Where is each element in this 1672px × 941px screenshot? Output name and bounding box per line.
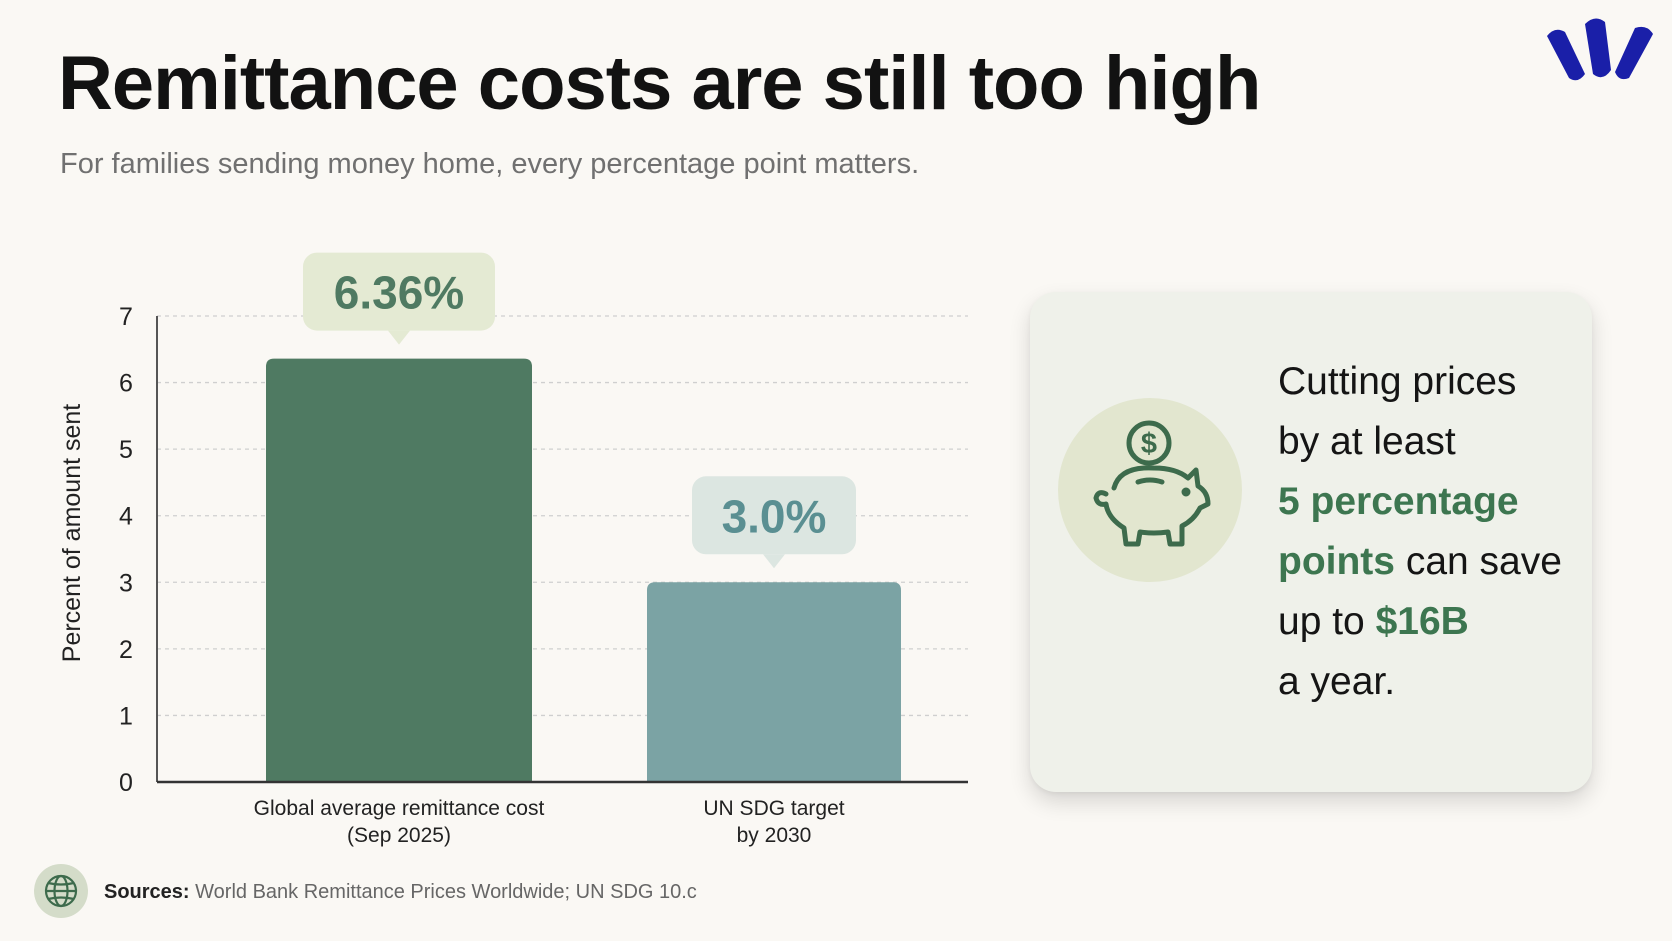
value-callout-bubble — [692, 476, 856, 555]
x-tick-label: UN SDG target — [703, 797, 844, 820]
statement-up-to: up to — [1278, 600, 1376, 643]
sources-text: World Bank Remittance Prices Worldwide; … — [189, 881, 697, 903]
value-label: 6.36% — [334, 267, 464, 319]
sources-label: Sources: — [104, 881, 190, 903]
y-tick-label: 4 — [119, 503, 133, 531]
value-callout-pointer — [763, 554, 785, 569]
y-tick-label: 7 — [119, 303, 133, 331]
brand-logo-icon — [1547, 18, 1653, 81]
x-tick-label: Global average remittance cost — [254, 797, 545, 820]
statement-highlight-amount: $16B — [1375, 600, 1469, 643]
y-tick-label: 6 — [119, 370, 133, 398]
statement-line-1: Cutting prices — [1278, 360, 1517, 403]
y-tick-label: 2 — [119, 636, 133, 664]
value-callout-pointer — [388, 330, 410, 345]
chart-labels: 6.36% Global average remittance cost (Sep … — [254, 252, 856, 847]
chart-bars — [266, 358, 901, 782]
svg-text:$: $ — [1141, 428, 1157, 460]
y-tick-label: 5 — [119, 436, 133, 464]
bar — [647, 582, 901, 782]
y-tick-label: 3 — [119, 569, 133, 597]
statement-line-5: a year. — [1278, 660, 1396, 703]
chart-axes: 0 1 2 3 4 5 6 7 Percent of amount sent — [58, 303, 968, 797]
value-label: 3.0% — [722, 490, 827, 542]
x-tick-label: (Sep 2025) — [347, 824, 451, 847]
statement-highlight-percentage: 5 percentage — [1278, 480, 1519, 523]
statement-line-4: up to $16B — [1278, 592, 1588, 652]
x-tick-label: by 2030 — [737, 824, 812, 847]
sources-note: Sources: World Bank Remittance Prices Wo… — [104, 881, 697, 904]
page-subtitle: For families sending money home, every p… — [60, 148, 920, 180]
savings-statement: Cutting prices by at least 5 percentage … — [1278, 352, 1588, 712]
value-callout-bubble — [303, 252, 495, 331]
bar-chart: 0 1 2 3 4 5 6 7 Percent of amount sent 6.36% Glob… — [58, 252, 968, 847]
statement-highlight-points: points — [1278, 540, 1395, 583]
globe-icon — [34, 864, 88, 918]
page-title: Remittance costs are still too high — [58, 41, 1261, 126]
statement-line-2: by at least — [1278, 420, 1456, 463]
piggy-bank-icon: $ — [1058, 398, 1242, 582]
statement-can-save: can save — [1394, 540, 1562, 583]
statement-line-3: points can save — [1278, 532, 1588, 592]
y-tick-label: 1 — [119, 702, 133, 730]
y-tick-label: 0 — [119, 769, 133, 797]
bar — [266, 358, 532, 782]
y-axis-title: Percent of amount sent — [58, 404, 86, 663]
savings-card: $ Cutting prices by at least 5 percentag… — [1030, 292, 1592, 792]
